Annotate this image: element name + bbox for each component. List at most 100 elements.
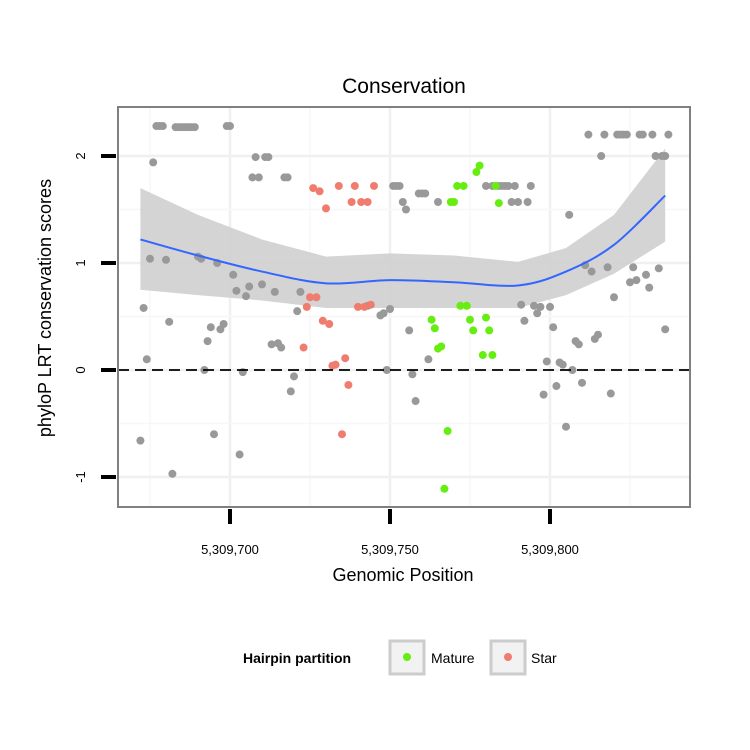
- point-other: [539, 390, 548, 399]
- y-tick-label: 1: [73, 259, 88, 266]
- point-other: [206, 323, 215, 332]
- confidence-ribbon: [140, 148, 666, 308]
- point-mature: [440, 484, 449, 493]
- point-mature: [485, 326, 494, 335]
- point-other: [546, 302, 554, 311]
- point-other: [421, 189, 430, 198]
- point-other: [648, 130, 657, 139]
- point-star: [350, 181, 359, 190]
- point-other: [520, 316, 529, 325]
- x-tick-label: 5,309,700: [201, 542, 259, 557]
- legend-label-mature: Mature: [431, 650, 475, 666]
- point-other: [190, 123, 199, 132]
- point-other: [632, 276, 641, 285]
- point-other: [203, 337, 212, 346]
- confidence-ribbon-group: [140, 148, 666, 308]
- point-other: [594, 330, 602, 339]
- y-tick-label: 0: [73, 366, 88, 373]
- legend-dot-star: [504, 653, 512, 661]
- point-star: [354, 302, 362, 311]
- point-other: [158, 122, 167, 131]
- point-other: [603, 263, 612, 272]
- point-star: [318, 316, 327, 325]
- point-mature: [494, 199, 503, 208]
- point-other: [642, 270, 650, 279]
- point-other: [264, 153, 273, 162]
- point-other: [597, 152, 606, 160]
- point-other: [168, 469, 177, 478]
- point-other: [510, 181, 519, 190]
- point-mature: [472, 168, 481, 177]
- point-other: [226, 122, 234, 131]
- point-other: [629, 263, 638, 272]
- smooth-trend-line: [140, 194, 666, 287]
- x-tick-label: 5,309,750: [361, 542, 419, 557]
- legend-label-star: Star: [531, 650, 557, 666]
- point-other: [651, 152, 660, 160]
- point-other: [235, 450, 244, 459]
- point-mature: [466, 315, 474, 324]
- point-other: [562, 422, 570, 431]
- point-other: [482, 181, 490, 190]
- point-other: [514, 198, 522, 207]
- x-tick-label: 5,309,800: [521, 542, 579, 557]
- point-other: [600, 130, 609, 139]
- point-other: [139, 303, 148, 312]
- point-mature: [478, 351, 487, 360]
- point-mature: [488, 351, 497, 360]
- point-mature: [430, 324, 439, 333]
- point-other: [405, 326, 414, 335]
- point-star: [322, 204, 330, 213]
- point-other: [149, 158, 158, 167]
- point-other: [507, 198, 516, 207]
- point-other: [142, 355, 151, 364]
- point-other: [533, 309, 542, 318]
- point-star: [331, 360, 340, 369]
- point-other: [568, 366, 577, 374]
- point-star: [306, 293, 314, 302]
- point-other: [232, 286, 241, 295]
- point-star: [338, 430, 346, 439]
- point-other: [411, 397, 420, 406]
- point-other: [379, 309, 388, 318]
- point-other: [293, 307, 302, 316]
- point-other: [242, 292, 250, 301]
- plot-border: [117, 106, 691, 508]
- point-other: [408, 370, 417, 379]
- point-mature: [453, 181, 462, 190]
- point-other: [424, 355, 433, 364]
- point-other: [248, 173, 257, 182]
- point-other: [290, 372, 298, 381]
- point-mature: [482, 313, 490, 322]
- point-other: [584, 130, 593, 139]
- point-mature: [456, 301, 465, 310]
- point-star: [360, 302, 369, 311]
- plot-frame-group: [117, 106, 691, 508]
- point-mature: [491, 181, 500, 190]
- point-star: [325, 319, 334, 328]
- point-other: [565, 210, 574, 219]
- point-other: [661, 152, 670, 160]
- point-other: [283, 173, 292, 182]
- point-other: [382, 366, 391, 374]
- chart-title: Conservation: [342, 75, 466, 98]
- point-other: [277, 343, 286, 352]
- point-other: [286, 387, 295, 396]
- point-other: [219, 319, 228, 328]
- point-other: [434, 198, 442, 207]
- point-other: [229, 270, 238, 279]
- point-other: [254, 173, 263, 182]
- point-other: [638, 130, 647, 139]
- legend: Hairpin partition Mature Star: [243, 639, 557, 676]
- point-star: [309, 184, 318, 193]
- x-axis: 5,309,700 5,309,750 5,309,800: [201, 509, 579, 557]
- point-other: [296, 287, 305, 296]
- point-other: [245, 282, 254, 291]
- point-other: [578, 378, 586, 387]
- point-star: [363, 198, 372, 207]
- point-mature: [475, 161, 484, 170]
- point-star: [347, 198, 356, 207]
- point-other: [654, 264, 663, 273]
- point-other: [530, 301, 538, 310]
- smooth-line-group: [140, 194, 666, 287]
